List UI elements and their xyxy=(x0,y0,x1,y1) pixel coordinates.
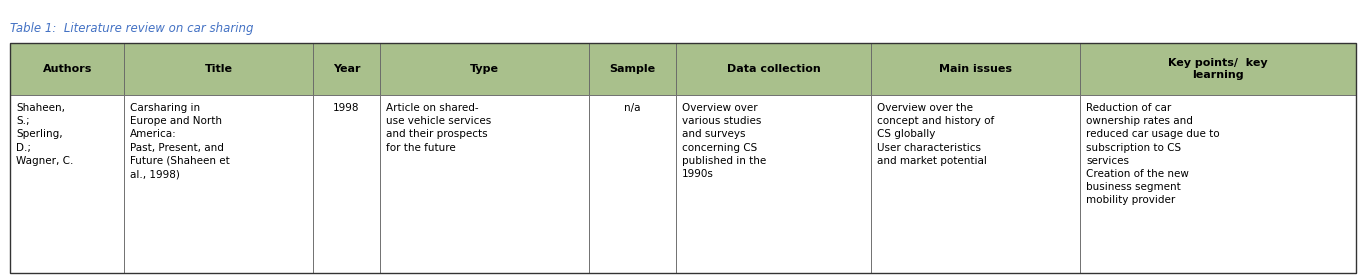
Bar xyxy=(313,43,380,95)
Bar xyxy=(589,95,676,273)
Bar xyxy=(380,95,589,273)
Text: Carsharing in
Europe and North
America:
Past, Present, and
Future (Shaheen et
al: Carsharing in Europe and North America: … xyxy=(130,103,229,179)
Text: Overview over the
concept and history of
CS globally
User characteristics
and ma: Overview over the concept and history of… xyxy=(877,103,994,166)
Bar xyxy=(676,43,872,95)
Bar xyxy=(313,95,380,273)
Bar xyxy=(380,43,589,95)
Text: Year: Year xyxy=(333,64,361,74)
Text: Overview over
various studies
and surveys
concerning CS
published in the
1990s: Overview over various studies and survey… xyxy=(682,103,766,179)
Text: Type: Type xyxy=(470,64,499,74)
Bar xyxy=(10,95,124,273)
Bar xyxy=(124,95,313,273)
Bar xyxy=(872,43,1081,95)
Text: Main issues: Main issues xyxy=(940,64,1012,74)
Text: Reduction of car
ownership rates and
reduced car usage due to
subscription to CS: Reduction of car ownership rates and red… xyxy=(1086,103,1220,205)
Bar xyxy=(10,43,124,95)
Text: Data collection: Data collection xyxy=(727,64,821,74)
Bar xyxy=(676,95,872,273)
Text: Key points/  key
learning: Key points/ key learning xyxy=(1168,58,1268,80)
Bar xyxy=(10,43,1356,273)
Text: Authors: Authors xyxy=(42,64,92,74)
Text: 1998: 1998 xyxy=(333,103,359,113)
Bar xyxy=(1081,95,1356,273)
Text: Article on shared-
use vehicle services
and their prospects
for the future: Article on shared- use vehicle services … xyxy=(387,103,492,153)
Text: Sample: Sample xyxy=(609,64,656,74)
Bar xyxy=(124,43,313,95)
Bar xyxy=(872,95,1081,273)
Text: n/a: n/a xyxy=(624,103,641,113)
Text: Shaheen,
S.;
Sperling,
D.;
Wagner, C.: Shaheen, S.; Sperling, D.; Wagner, C. xyxy=(16,103,74,166)
Text: Table 1:  Literature review on car sharing: Table 1: Literature review on car sharin… xyxy=(10,22,254,35)
Bar xyxy=(1081,43,1356,95)
Bar xyxy=(589,43,676,95)
Text: Title: Title xyxy=(205,64,232,74)
